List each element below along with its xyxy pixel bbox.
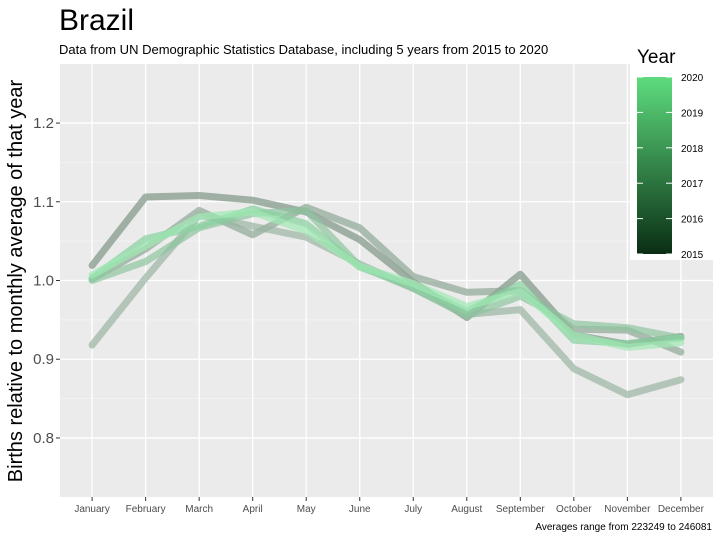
legend-tick-label: 2017 [681, 179, 704, 190]
legend-colorbar [637, 77, 672, 254]
x-tick-label: October [556, 504, 592, 515]
x-tick-label: December [658, 504, 705, 515]
y-axis-label: Births relative to monthly average of th… [5, 79, 27, 482]
x-tick-label: April [243, 504, 263, 515]
legend-ticks: 2015 2016 2017 2018 2019 2020 [637, 73, 704, 261]
y-tick-label: 1.0 [33, 273, 54, 290]
chart-caption: Averages range from 223249 to 246081 [535, 522, 712, 533]
y-axis-ticks: 0.8 0.9 1.0 1.1 1.2 [33, 115, 60, 447]
legend: Year 2015 2016 2017 2018 2019 2020 [630, 47, 713, 261]
x-tick-label: June [349, 504, 371, 515]
chart-title: Brazil [59, 4, 134, 37]
x-tick-label: May [297, 504, 316, 515]
y-tick-label: 1.1 [33, 194, 54, 211]
legend-tick-label: 2015 [681, 250, 704, 261]
y-tick-label: 0.9 [33, 351, 54, 368]
x-tick-label: August [451, 504, 482, 515]
legend-tick-label: 2018 [681, 144, 704, 155]
x-tick-label: February [126, 504, 166, 515]
series-line-2020 [88, 208, 685, 351]
series-lines [88, 192, 685, 399]
x-tick-label: July [404, 504, 422, 515]
legend-tick-label: 2020 [681, 73, 704, 84]
x-tick-label: November [604, 504, 651, 515]
y-tick-label: 0.8 [33, 430, 54, 447]
x-axis-ticks: January February March April May June July Augu… [74, 497, 705, 515]
x-tick-label: March [185, 504, 213, 515]
x-tick-label: January [74, 504, 110, 515]
legend-tick-label: 2016 [681, 215, 704, 226]
legend-tick-label: 2019 [681, 108, 704, 119]
legend-title: Year [637, 47, 676, 68]
series-line-2016 [88, 203, 685, 356]
x-tick-label: September [496, 504, 546, 515]
chart-subtitle: Data from UN Demographic Statistics Data… [59, 42, 548, 57]
y-tick-label: 1.2 [33, 115, 54, 132]
